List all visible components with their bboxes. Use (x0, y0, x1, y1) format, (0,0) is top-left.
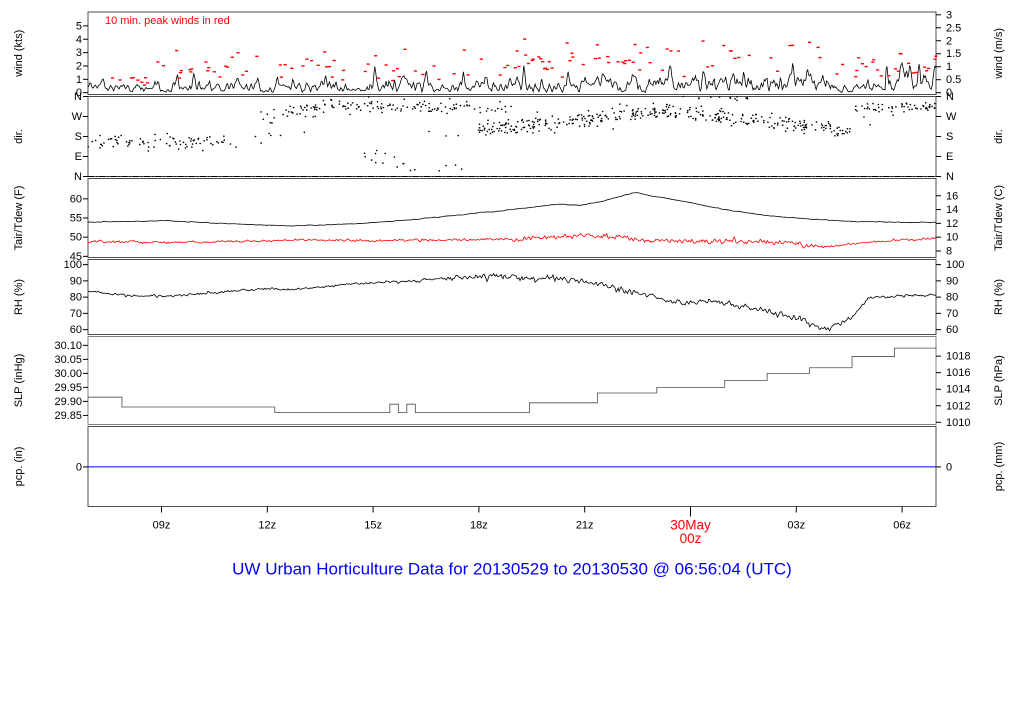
svg-text:12z: 12z (258, 520, 276, 532)
svg-text:10 min. peak winds in red: 10 min. peak winds in red (105, 15, 230, 27)
svg-text:100: 100 (64, 259, 82, 271)
svg-text:55: 55 (70, 213, 82, 225)
svg-text:09z: 09z (153, 520, 171, 532)
svg-text:29.90: 29.90 (54, 396, 82, 408)
svg-text:80: 80 (946, 292, 958, 304)
svg-text:E: E (946, 151, 953, 163)
svg-text:50: 50 (70, 232, 82, 244)
svg-text:29.85: 29.85 (54, 410, 82, 422)
svg-text:3: 3 (76, 47, 82, 59)
svg-text:1.5: 1.5 (946, 48, 961, 60)
svg-text:30.05: 30.05 (54, 354, 82, 366)
svg-text:1014: 1014 (946, 384, 970, 396)
svg-text:30.10: 30.10 (54, 340, 82, 352)
svg-text:pcp. (mm): pcp. (mm) (993, 442, 1005, 492)
svg-text:70: 70 (946, 308, 958, 320)
svg-text:5: 5 (76, 20, 82, 32)
svg-text:S: S (946, 131, 953, 143)
svg-text:SLP (inHg): SLP (inHg) (13, 354, 25, 408)
svg-text:14: 14 (946, 204, 958, 216)
svg-text:2: 2 (946, 35, 952, 47)
svg-text:Tair/Tdew (F): Tair/Tdew (F) (13, 186, 25, 251)
svg-text:W: W (72, 111, 83, 123)
svg-text:06z: 06z (893, 520, 911, 532)
svg-text:dir.: dir. (13, 129, 25, 144)
svg-text:N: N (74, 91, 82, 103)
svg-text:2.5: 2.5 (946, 22, 961, 34)
svg-text:3: 3 (946, 9, 952, 21)
svg-text:UW Urban Horticulture Data for: UW Urban Horticulture Data for 20130529 … (232, 560, 792, 579)
svg-text:8: 8 (946, 245, 952, 257)
svg-text:1016: 1016 (946, 367, 970, 379)
svg-text:0.5: 0.5 (946, 74, 961, 86)
svg-text:1: 1 (946, 61, 952, 73)
svg-text:N: N (74, 171, 82, 183)
svg-text:100: 100 (946, 259, 964, 271)
svg-text:90: 90 (70, 275, 82, 287)
svg-text:dir.: dir. (993, 129, 1005, 144)
svg-text:60: 60 (946, 324, 958, 336)
svg-text:N: N (946, 91, 954, 103)
svg-text:15z: 15z (364, 520, 382, 532)
svg-text:4: 4 (76, 34, 82, 46)
svg-text:Tair/Tdew (C): Tair/Tdew (C) (993, 185, 1005, 251)
svg-text:SLP (hPa): SLP (hPa) (993, 355, 1005, 406)
svg-text:29.95: 29.95 (54, 382, 82, 394)
svg-text:00z: 00z (680, 531, 702, 546)
svg-text:03z: 03z (787, 520, 805, 532)
svg-text:1012: 1012 (946, 400, 970, 412)
svg-text:0: 0 (946, 461, 952, 473)
svg-text:21z: 21z (576, 520, 594, 532)
svg-text:90: 90 (946, 275, 958, 287)
svg-text:wind (m/s): wind (m/s) (993, 28, 1005, 80)
svg-text:S: S (75, 131, 82, 143)
svg-text:80: 80 (70, 292, 82, 304)
svg-text:16: 16 (946, 190, 958, 202)
svg-text:10: 10 (946, 232, 958, 244)
svg-text:RH (%): RH (%) (993, 279, 1005, 315)
svg-text:30.00: 30.00 (54, 368, 82, 380)
svg-text:60: 60 (70, 193, 82, 205)
svg-text:RH (%): RH (%) (13, 279, 25, 315)
svg-text:1018: 1018 (946, 351, 970, 363)
svg-text:wind (kts): wind (kts) (13, 30, 25, 78)
svg-text:2: 2 (76, 60, 82, 72)
svg-text:12: 12 (946, 218, 958, 230)
svg-text:70: 70 (70, 308, 82, 320)
svg-text:E: E (75, 151, 82, 163)
svg-text:60: 60 (70, 324, 82, 336)
svg-text:W: W (946, 111, 957, 123)
svg-text:18z: 18z (470, 520, 488, 532)
svg-text:1010: 1010 (946, 417, 970, 429)
svg-text:0: 0 (76, 461, 82, 473)
svg-text:N: N (946, 171, 954, 183)
svg-text:1: 1 (76, 74, 82, 86)
svg-text:pcp. (in): pcp. (in) (13, 447, 25, 487)
